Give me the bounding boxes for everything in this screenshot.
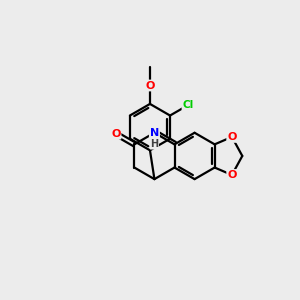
Text: O: O [227,132,237,142]
Text: O: O [145,80,155,91]
Text: Cl: Cl [182,100,194,110]
Text: H: H [150,139,158,149]
Text: N: N [150,128,159,138]
Text: O: O [111,129,121,139]
Text: O: O [227,170,237,180]
